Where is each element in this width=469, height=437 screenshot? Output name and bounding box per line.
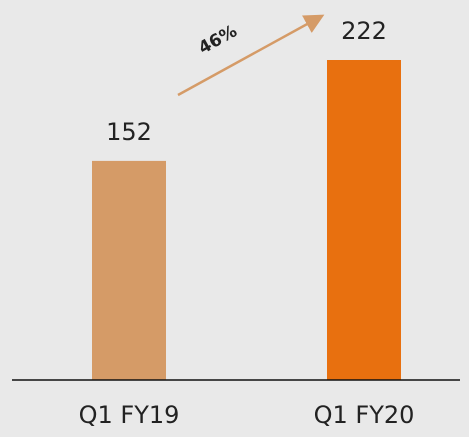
- bar: [327, 60, 401, 380]
- growth-arrow: [177, 14, 325, 97]
- bar: [92, 160, 166, 380]
- data-label: 222: [341, 17, 387, 45]
- data-label: 152: [106, 118, 152, 146]
- x-tick-label: Q1 FY20: [314, 401, 415, 429]
- x-tick-label: Q1 FY19: [79, 401, 180, 429]
